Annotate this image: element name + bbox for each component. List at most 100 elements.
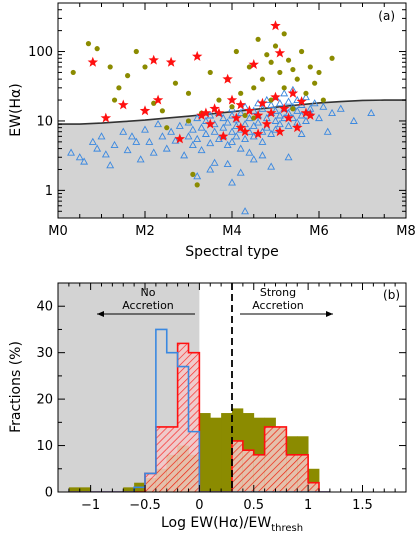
star-point: [257, 97, 268, 108]
dot-point: [285, 57, 292, 63]
triangle-point: [323, 127, 332, 135]
y-tick-label: 40: [36, 300, 53, 315]
y-tick-label: 10: [36, 439, 53, 454]
triangle-point: [297, 129, 306, 137]
x-tick-label: M4: [222, 224, 242, 239]
star-point: [244, 105, 255, 116]
triangle-point: [106, 161, 115, 169]
triangle-point: [284, 97, 293, 105]
triangle-point: [145, 137, 154, 145]
panel-b-y-ticks: 0 10 20 30 40: [36, 300, 406, 501]
triangle-point: [136, 155, 145, 163]
x-tick-label: 0.5: [243, 498, 264, 513]
panel-a-label: (a): [378, 9, 395, 23]
star-point: [213, 107, 225, 118]
star-point: [274, 126, 286, 137]
x-tick-label: 1.5: [352, 498, 373, 513]
star-point: [248, 59, 259, 69]
star-point: [270, 91, 281, 102]
panel-a-plot-area: [58, 20, 406, 218]
triangle-point: [232, 121, 241, 129]
triangle-point: [301, 93, 310, 101]
triangle-point: [236, 144, 245, 152]
triangle-point: [162, 144, 171, 152]
red-histogram-outline: [68, 342, 330, 492]
dot-point: [94, 46, 100, 52]
triangle-point: [367, 108, 376, 117]
star-point: [209, 103, 220, 114]
triangle-point: [193, 172, 202, 180]
dot-point: [290, 66, 296, 73]
triangle-point: [188, 125, 197, 133]
star-point: [222, 73, 233, 84]
triangle-point: [206, 138, 215, 147]
y-tick-label: 30: [36, 346, 53, 361]
dot-point: [255, 36, 261, 42]
triangle-point: [271, 106, 280, 114]
star-point: [139, 105, 151, 116]
triangle-point: [267, 129, 276, 137]
red-hatched-bar: [188, 352, 200, 492]
panel-b-label: (b): [383, 288, 400, 302]
triangle-point: [193, 113, 202, 122]
triangle-point: [97, 132, 106, 140]
x-tick-label: M2: [135, 224, 155, 239]
olive-bar: [199, 413, 211, 492]
star-point: [270, 20, 281, 31]
red-hatched-bar: [155, 426, 167, 492]
triangle-point: [75, 153, 84, 161]
dot-point: [277, 69, 283, 76]
x-tick-label: −0.5: [129, 498, 161, 513]
star-point: [196, 110, 207, 120]
triangle-point: [293, 95, 302, 104]
panel-b-x-axis-title-subscript: thresh: [271, 523, 303, 534]
dot-point: [116, 85, 122, 91]
red-hatched-bar: [275, 426, 287, 492]
triangle-point: [123, 145, 132, 154]
triangle-point: [241, 134, 250, 142]
dot-point: [281, 31, 287, 37]
olive-bar: [123, 487, 135, 492]
triangle-point: [193, 134, 202, 142]
star-point: [231, 112, 242, 123]
triangle-point: [301, 116, 310, 124]
star-point: [218, 130, 229, 141]
triangle-point: [93, 144, 102, 152]
triangle-point: [201, 129, 210, 137]
star-point: [148, 54, 159, 65]
star-point: [192, 50, 203, 61]
triangle-point: [210, 158, 219, 166]
red-hatched-bar: [177, 343, 189, 492]
x-tick-label: M6: [309, 224, 329, 239]
triangle-point: [219, 113, 228, 122]
dot-point: [259, 76, 266, 82]
olive-bar: [221, 413, 233, 492]
star-point: [274, 47, 286, 58]
y-tick-label: 1: [45, 184, 53, 199]
dot-point: [107, 64, 113, 70]
star-point: [261, 118, 272, 129]
triangle-point: [258, 127, 267, 135]
triangle-point: [158, 132, 167, 140]
strong-accretion-label-line2: Accretion: [252, 299, 304, 312]
olive-bar: [79, 487, 92, 492]
dot-point: [142, 64, 148, 70]
dot-point: [299, 48, 305, 55]
triangle-point: [284, 121, 293, 129]
triangle-point: [149, 148, 158, 156]
triangle-point: [232, 132, 241, 140]
x-tick-label: M8: [396, 224, 415, 239]
dot-point: [125, 73, 131, 79]
red-hatched-bar: [232, 440, 243, 492]
dot-point: [159, 108, 165, 114]
triangle-point: [201, 116, 210, 124]
dot-point: [190, 171, 196, 177]
triangle-point: [336, 104, 345, 112]
triangle-point: [245, 148, 254, 156]
star-point: [252, 128, 264, 139]
star-point: [200, 107, 212, 118]
red-hatched-bar: [145, 473, 156, 492]
triangle-point: [245, 113, 254, 122]
no-accretion-label-line1: No: [141, 286, 156, 299]
triangle-point: [293, 106, 302, 114]
